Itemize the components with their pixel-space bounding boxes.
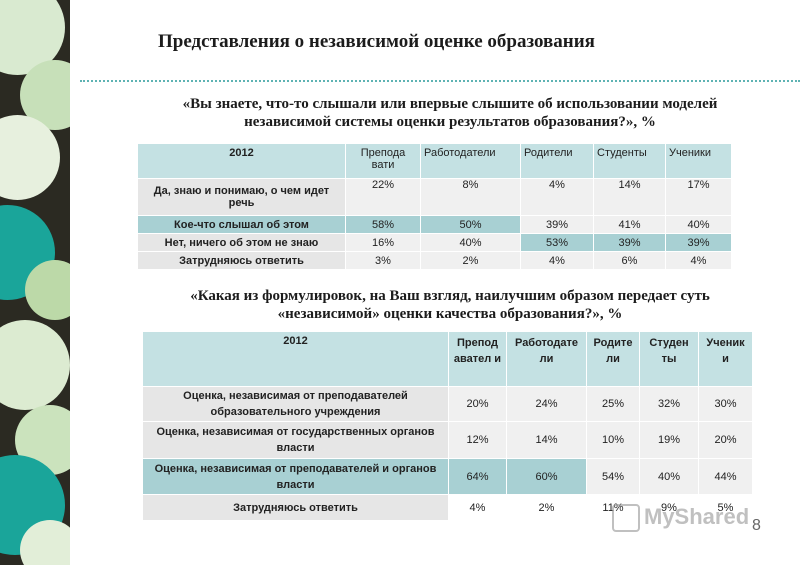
table-cell: 64% [448, 458, 507, 495]
table-cell: 12% [448, 421, 507, 459]
table-cell: 4% [520, 178, 594, 216]
table-cell: 3% [345, 251, 421, 270]
table-year-header: 2012 [137, 143, 346, 179]
row-label: Оценка, независимая от преподавателей об… [142, 386, 449, 422]
table-row: Затрудняюсь ответить 4% 2% 11% 9% 5% [142, 494, 753, 521]
table-row: Да, знаю и понимаю, о чем идет речь 22% … [137, 178, 732, 216]
table-cell: 14% [506, 421, 587, 459]
question-2: «Какая из формулировок, на Ваш взгляд, н… [120, 287, 780, 323]
table-row: Нет, ничего об этом не знаю 16% 40% 53% … [137, 233, 732, 252]
table-row: Оценка, независимая от преподавателей и … [142, 458, 753, 495]
table-year-header: 2012 [142, 331, 449, 387]
table-cell: 19% [639, 421, 699, 459]
row-label: Оценка, независимая от государственных о… [142, 421, 449, 459]
table-cell: 8% [420, 178, 521, 216]
table-cell: 39% [520, 215, 594, 234]
survey-table-1: 2012 Препода вати Работодатели Родители … [137, 143, 732, 270]
table-cell: 30% [698, 386, 753, 422]
row-label: Затрудняюсь ответить [137, 251, 346, 270]
column-header-teachers: Препода вати [345, 143, 421, 179]
watermark-logo-icon [612, 504, 640, 532]
decorative-circle [20, 520, 70, 565]
table-cell: 17% [665, 178, 732, 216]
watermark: MyShared [612, 500, 772, 540]
question-1-line-1: «Вы знаете, что-то слышали или впервые с… [182, 96, 718, 112]
page-title: Представления о независимой оценке образ… [158, 31, 595, 52]
table-cell: 4% [665, 251, 732, 270]
decorative-side-panel [0, 0, 70, 565]
table-cell: 6% [593, 251, 666, 270]
table-cell: 2% [420, 251, 521, 270]
question-2-line-2: «независимой» оценки качества образовани… [277, 306, 623, 322]
decorative-circle [0, 320, 70, 410]
table-header-row: 2012 Препода вати Работодатели Родители … [137, 143, 732, 179]
table-cell: 25% [586, 386, 640, 422]
table-cell: 60% [506, 458, 587, 495]
decorative-circle [25, 260, 70, 320]
table-cell: 9% [639, 494, 699, 521]
table-row: Кое-что слышал об этом 58% 50% 39% 41% 4… [137, 215, 732, 234]
table-cell: 40% [665, 215, 732, 234]
table-cell: 39% [665, 233, 732, 252]
table-cell: 32% [639, 386, 699, 422]
table-cell: 50% [420, 215, 521, 234]
column-header-employers: Работодатели [420, 143, 521, 179]
column-header-parents: Родители [520, 143, 594, 179]
question-1-line-2: независимой системы оценки результатов о… [244, 114, 656, 130]
table-cell: 20% [698, 421, 753, 459]
survey-table-2: 2012 Препод авател и Работодате ли Родит… [142, 331, 753, 521]
column-header-students: Студенты [593, 143, 666, 179]
table-cell: 4% [448, 494, 507, 521]
column-header-employers: Работодате ли [506, 331, 587, 387]
column-header-pupils: Ученики [665, 143, 732, 179]
table-cell: 10% [586, 421, 640, 459]
table-cell: 22% [345, 178, 421, 216]
dotted-divider [80, 80, 800, 82]
table-cell: 58% [345, 215, 421, 234]
column-header-pupils: Ученик и [698, 331, 753, 387]
table-cell: 39% [593, 233, 666, 252]
table-row: Оценка, независимая от государственных о… [142, 421, 753, 459]
table-cell: 5% [698, 494, 753, 521]
row-label: Да, знаю и понимаю, о чем идет речь [137, 178, 346, 216]
table-row: Затрудняюсь ответить 3% 2% 4% 6% 4% [137, 251, 732, 270]
table-cell: 53% [520, 233, 594, 252]
table-cell: 41% [593, 215, 666, 234]
watermark-text: MyShared [644, 504, 750, 529]
table-cell: 54% [586, 458, 640, 495]
table-cell: 16% [345, 233, 421, 252]
question-2-line-1: «Какая из формулировок, на Ваш взгляд, н… [190, 288, 710, 304]
row-label: Нет, ничего об этом не знаю [137, 233, 346, 252]
table-header-row: 2012 Препод авател и Работодате ли Родит… [142, 331, 753, 387]
page-number: 8 [752, 517, 761, 534]
column-header-teachers: Препод авател и [448, 331, 507, 387]
table-cell: 40% [639, 458, 699, 495]
table-cell: 20% [448, 386, 507, 422]
table-row: Оценка, независимая от преподавателей об… [142, 386, 753, 422]
row-label: Оценка, независимая от преподавателей и … [142, 458, 449, 495]
table-cell: 2% [506, 494, 587, 521]
row-label: Затрудняюсь ответить [142, 494, 449, 521]
table-cell: 14% [593, 178, 666, 216]
column-header-students: Студен ты [639, 331, 699, 387]
table-cell: 4% [520, 251, 594, 270]
row-label: Кое-что слышал об этом [137, 215, 346, 234]
question-1: «Вы знаете, что-то слышали или впервые с… [120, 95, 780, 131]
table-cell: 44% [698, 458, 753, 495]
column-header-parents: Родите ли [586, 331, 640, 387]
table-cell: 24% [506, 386, 587, 422]
table-cell: 40% [420, 233, 521, 252]
